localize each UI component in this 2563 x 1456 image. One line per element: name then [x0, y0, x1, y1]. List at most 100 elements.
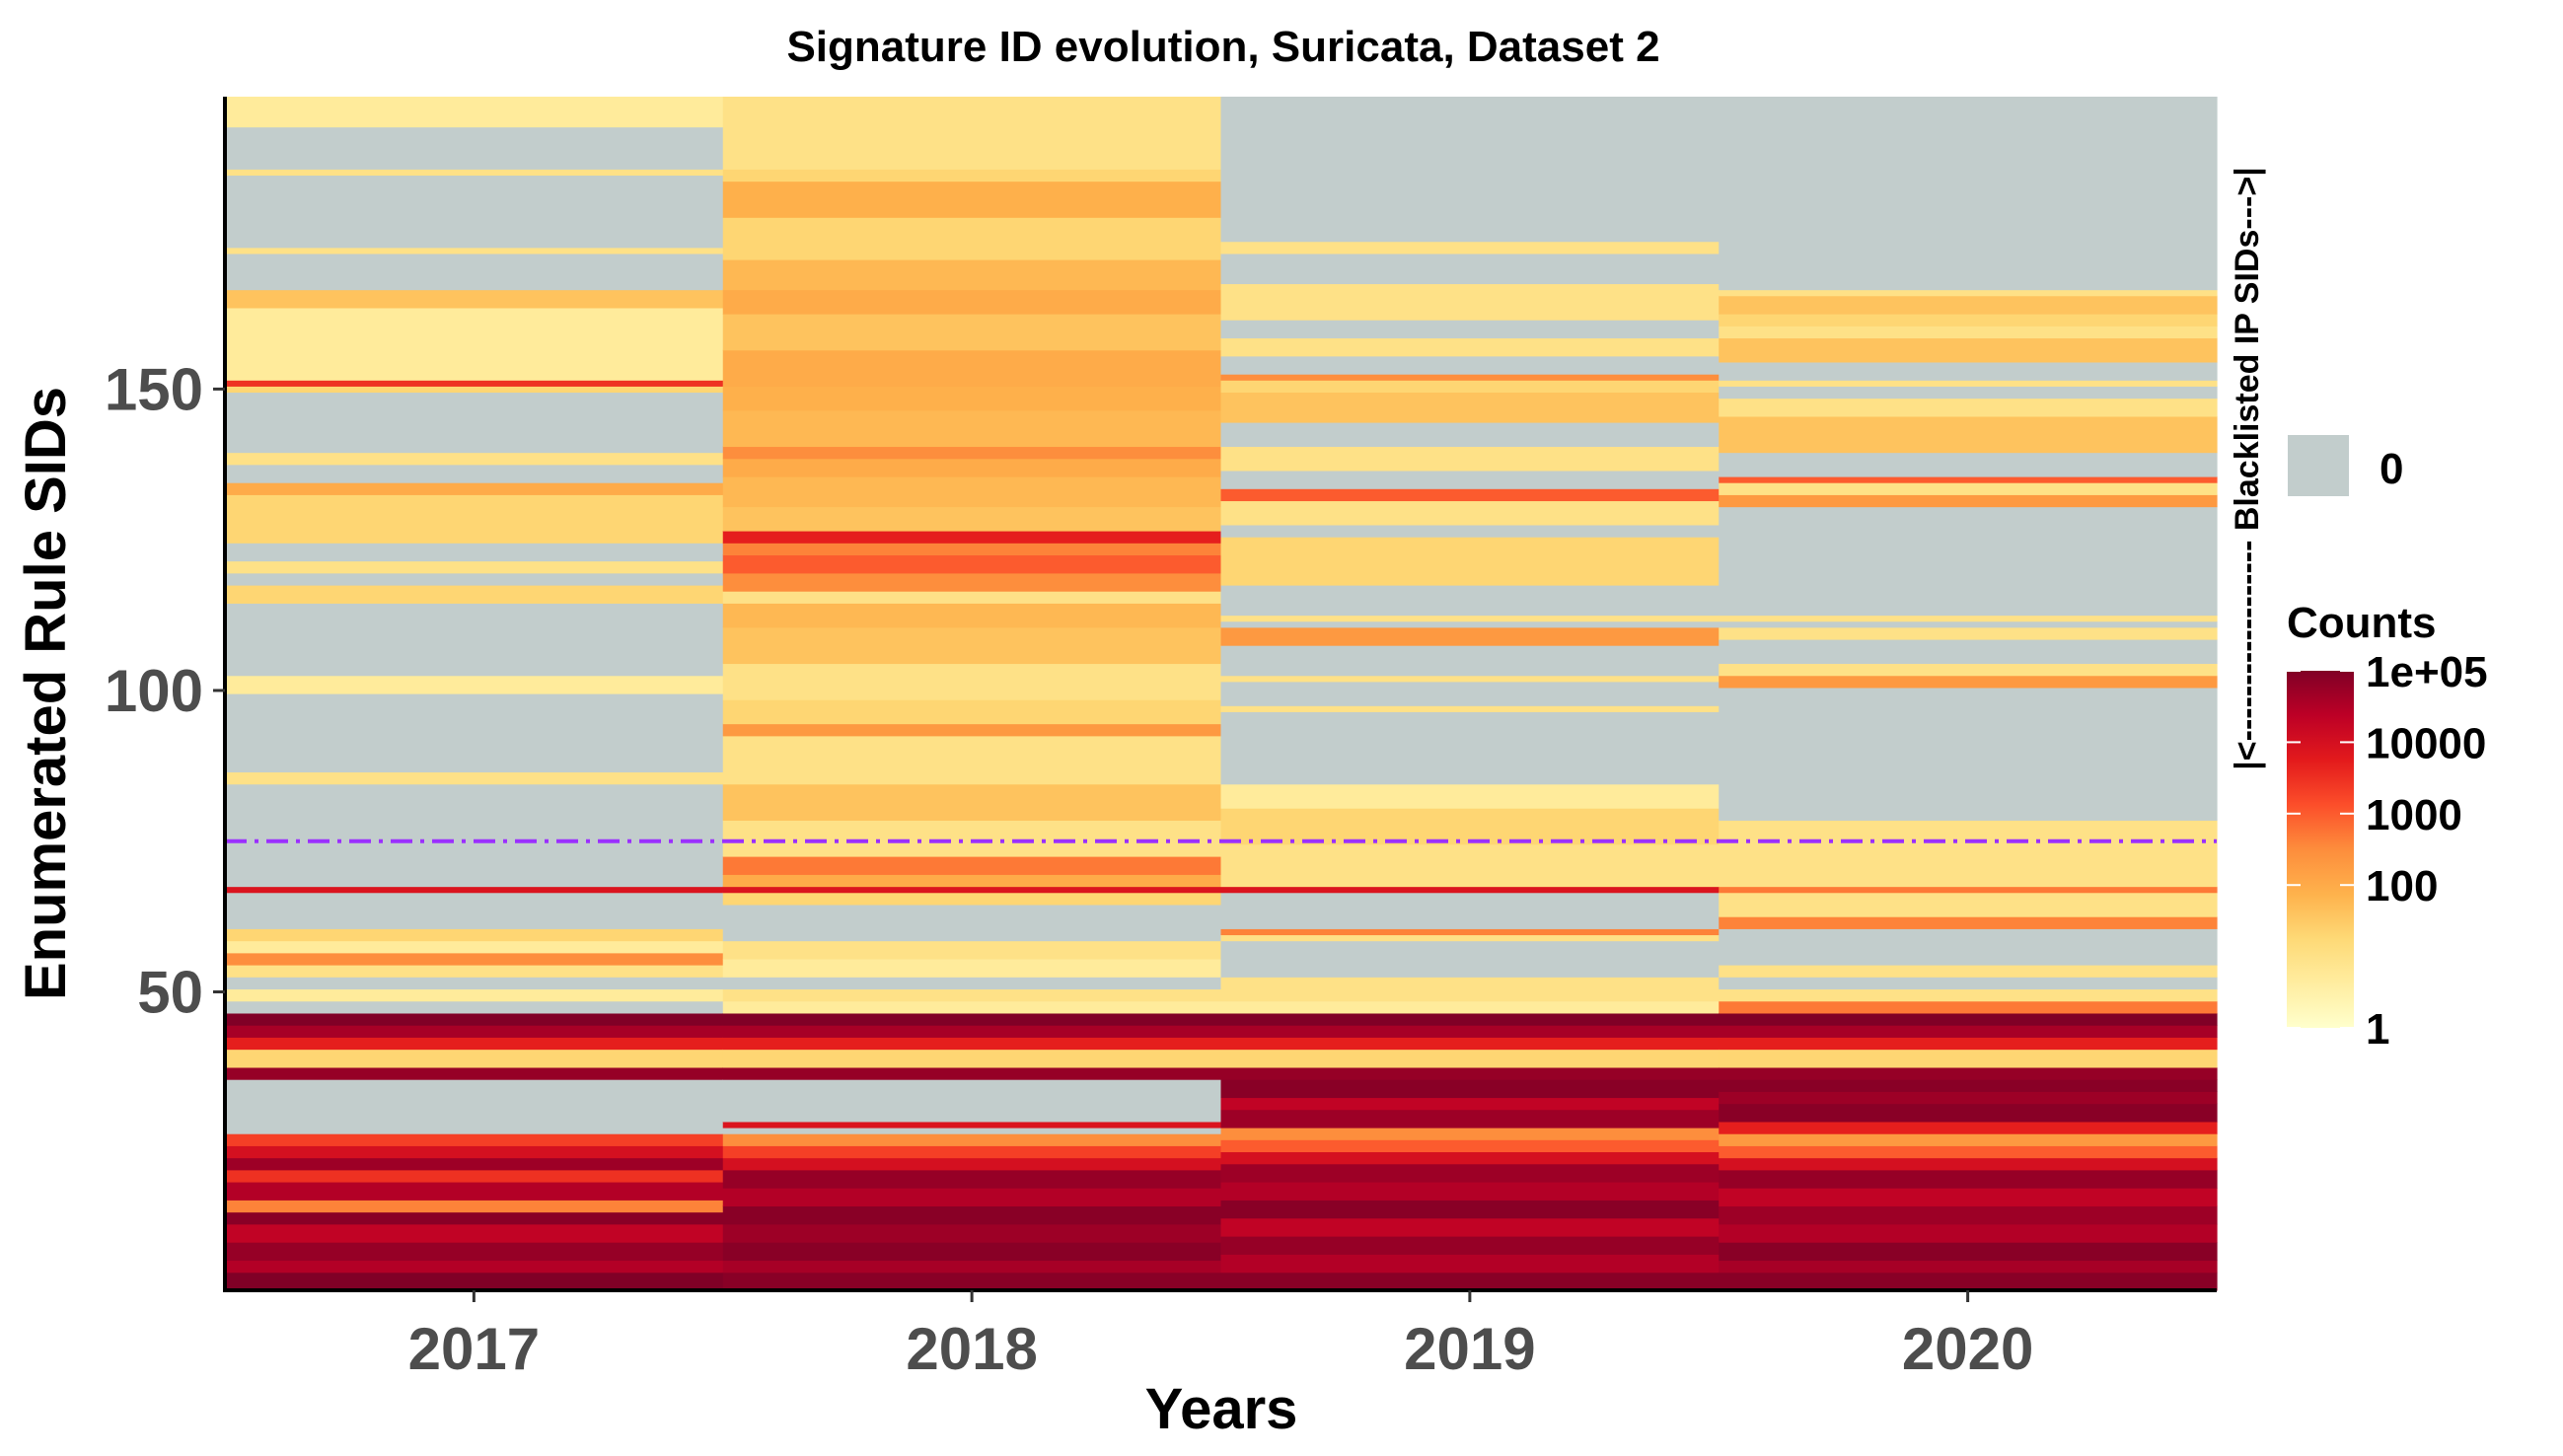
- heatmap-cell-2018-9: [722, 1133, 1222, 1146]
- heatmap-cell-2020-33: [1719, 626, 2218, 640]
- heatmap-cell-2017-47: [225, 169, 724, 177]
- heatmap-cell-2019-42: [1220, 446, 1720, 472]
- heatmap-cell-2019-27: [1220, 783, 1720, 809]
- heatmap-cell-2019-7: [1220, 1151, 1720, 1165]
- heatmap-cell-2019-30: [1220, 681, 1720, 706]
- heatmap-cell-2017-41: [225, 380, 724, 387]
- legend-zero-label: 0: [2380, 445, 2403, 493]
- heatmap-cell-2017-23: [225, 928, 724, 942]
- heatmap-cell-2020-41: [1719, 415, 2218, 454]
- heatmap-cell-2018-18: [722, 1000, 1222, 1014]
- heatmap-cell-2019-39: [1220, 500, 1720, 526]
- heatmap-cell-2020-38: [1719, 482, 2218, 495]
- heatmap-cell-2019-3: [1220, 1217, 1720, 1237]
- x-axis-ticks: 2017 2018 2019 2020: [408, 1290, 2033, 1382]
- legend: 0 Counts 1e+05 10000 1000 100 1: [2286, 433, 2488, 1054]
- heatmap-cell-2018-41: [722, 506, 1222, 532]
- heatmap-cell-2019-43: [1220, 422, 1720, 448]
- heatmap-cell-2017-24: [225, 892, 724, 929]
- heatmap-cell-2020-7: [1719, 1157, 2218, 1171]
- heatmap-cell-2019-47: [1220, 355, 1720, 375]
- heatmap-cell-2017-25: [225, 886, 724, 894]
- heatmap-cell-2017-21: [225, 952, 724, 966]
- heatmap-cell-2019-16: [1220, 1025, 1720, 1038]
- heatmap-cell-2020-36: [1719, 506, 2218, 617]
- legend-tick-label-4: 1: [2366, 1005, 2389, 1054]
- y-axis-ticks: 50 100 150: [105, 356, 225, 1026]
- heatmap-cell-2019-36: [1220, 585, 1720, 617]
- legend-ticks: 1e+05 10000 1000 100 1: [2287, 648, 2488, 1054]
- heatmap-cell-2020-42: [1719, 398, 2218, 417]
- heatmap-cell-2019-51: [1220, 253, 1720, 285]
- heatmap-cell-2020-20: [1719, 988, 2218, 1002]
- heatmap-cell-2020-18: [1719, 1012, 2218, 1026]
- heatmap-cell-2020-1: [1719, 1260, 2218, 1274]
- y-tick-label-50: 50: [137, 960, 203, 1026]
- heatmap-cell-2020-3: [1719, 1223, 2218, 1243]
- heatmap-cell-2020-17: [1719, 1025, 2218, 1038]
- heatmap-cell-2018-30: [722, 735, 1222, 785]
- heatmap-cell-2018-39: [722, 543, 1222, 556]
- heatmap-cell-2017-30: [225, 603, 724, 677]
- heatmap-cell-2018-45: [722, 409, 1222, 448]
- heatmap-cell-2017-37: [225, 464, 724, 483]
- heatmap-cell-2018-26: [722, 874, 1222, 888]
- heatmap-cell-2018-47: [722, 349, 1222, 387]
- heatmap-cell-2017-38: [225, 452, 724, 466]
- heatmap-cell-2019-13: [1220, 1066, 1720, 1080]
- heatmap-cell-2018-38: [722, 554, 1222, 574]
- heatmap-cell-2020-14: [1719, 1066, 2218, 1080]
- heatmap-cell-2017-12: [225, 1066, 724, 1080]
- heatmap-cell-2018-1: [722, 1260, 1222, 1274]
- heatmap-cell-2020-43: [1719, 386, 2218, 400]
- heatmap-cell-2020-24: [1719, 916, 2218, 929]
- heatmap-cell-2020-23: [1719, 928, 2218, 966]
- heatmap-cell-2020-29: [1719, 687, 2218, 821]
- legend-tick-label-1: 10000: [2366, 719, 2486, 767]
- blacklisted-ip-annotation: |<------------------ Blacklisted IP SIDs…: [2229, 167, 2266, 769]
- heatmap-cell-2017-36: [225, 482, 724, 495]
- heatmap-cell-2019-37: [1220, 537, 1720, 586]
- heatmap-cell-2017-26: [225, 783, 724, 888]
- heatmap-cell-2018-3: [722, 1223, 1222, 1243]
- heatmap-cell-2017-14: [225, 1037, 724, 1051]
- heatmap-cell-2017-17: [225, 1000, 724, 1014]
- heatmap-cell-2019-1: [1220, 1254, 1720, 1274]
- heatmap-cell-2017-22: [225, 940, 724, 954]
- heatmap-cell-2018-8: [722, 1145, 1222, 1159]
- heatmap-cell-2020-13: [1719, 1079, 2218, 1092]
- heatmap-cell-2020-21: [1719, 977, 2218, 990]
- heatmap-cell-2017-35: [225, 494, 724, 544]
- heatmap-cell-2019-38: [1220, 524, 1720, 538]
- heatmap-cell-2017-48: [225, 126, 724, 170]
- heatmap-cell-2020-30: [1719, 675, 2218, 689]
- heatmap-cell-2019-26: [1220, 808, 1720, 845]
- heatmap-cell-2018-22: [722, 940, 1222, 960]
- heatmap-cell-2018-32: [722, 699, 1222, 725]
- heatmap-cell-2020-5: [1719, 1188, 2218, 1207]
- heatmap-cell-2020-34: [1719, 620, 2218, 628]
- heatmap-cell-2020-22: [1719, 965, 2218, 978]
- heatmap-cell-2019-18: [1220, 1000, 1720, 1014]
- heatmap-cell-2017-31: [225, 585, 724, 604]
- heatmap-cell-2019-50: [1220, 283, 1720, 321]
- heatmap-cell-2019-25: [1220, 843, 1720, 888]
- heatmap-cell-2020-47: [1719, 326, 2218, 339]
- heatmap-cell-2017-2: [225, 1242, 724, 1262]
- heatmap-cell-2017-28: [225, 693, 724, 773]
- heatmap-cell-2017-34: [225, 543, 724, 562]
- heatmap-cell-2020-37: [1719, 494, 2218, 508]
- heatmap-cell-2017-33: [225, 560, 724, 574]
- heatmap-cell-2019-40: [1220, 488, 1720, 502]
- heatmap-cell-2019-22: [1220, 928, 1720, 936]
- heatmap-cell-2019-31: [1220, 675, 1720, 683]
- heatmap-cell-2017-7: [225, 1169, 724, 1183]
- heatmap-cell-2020-50: [1719, 289, 2218, 297]
- heatmap-cell-2018-51: [722, 217, 1222, 260]
- heatmap-cell-2017-39: [225, 392, 724, 454]
- heatmap-cell-2018-33: [722, 663, 1222, 700]
- heatmap-cell-2018-10: [722, 1128, 1222, 1134]
- heatmap-cell-2018-48: [722, 314, 1222, 351]
- heatmap-cell-2017-18: [225, 988, 724, 1002]
